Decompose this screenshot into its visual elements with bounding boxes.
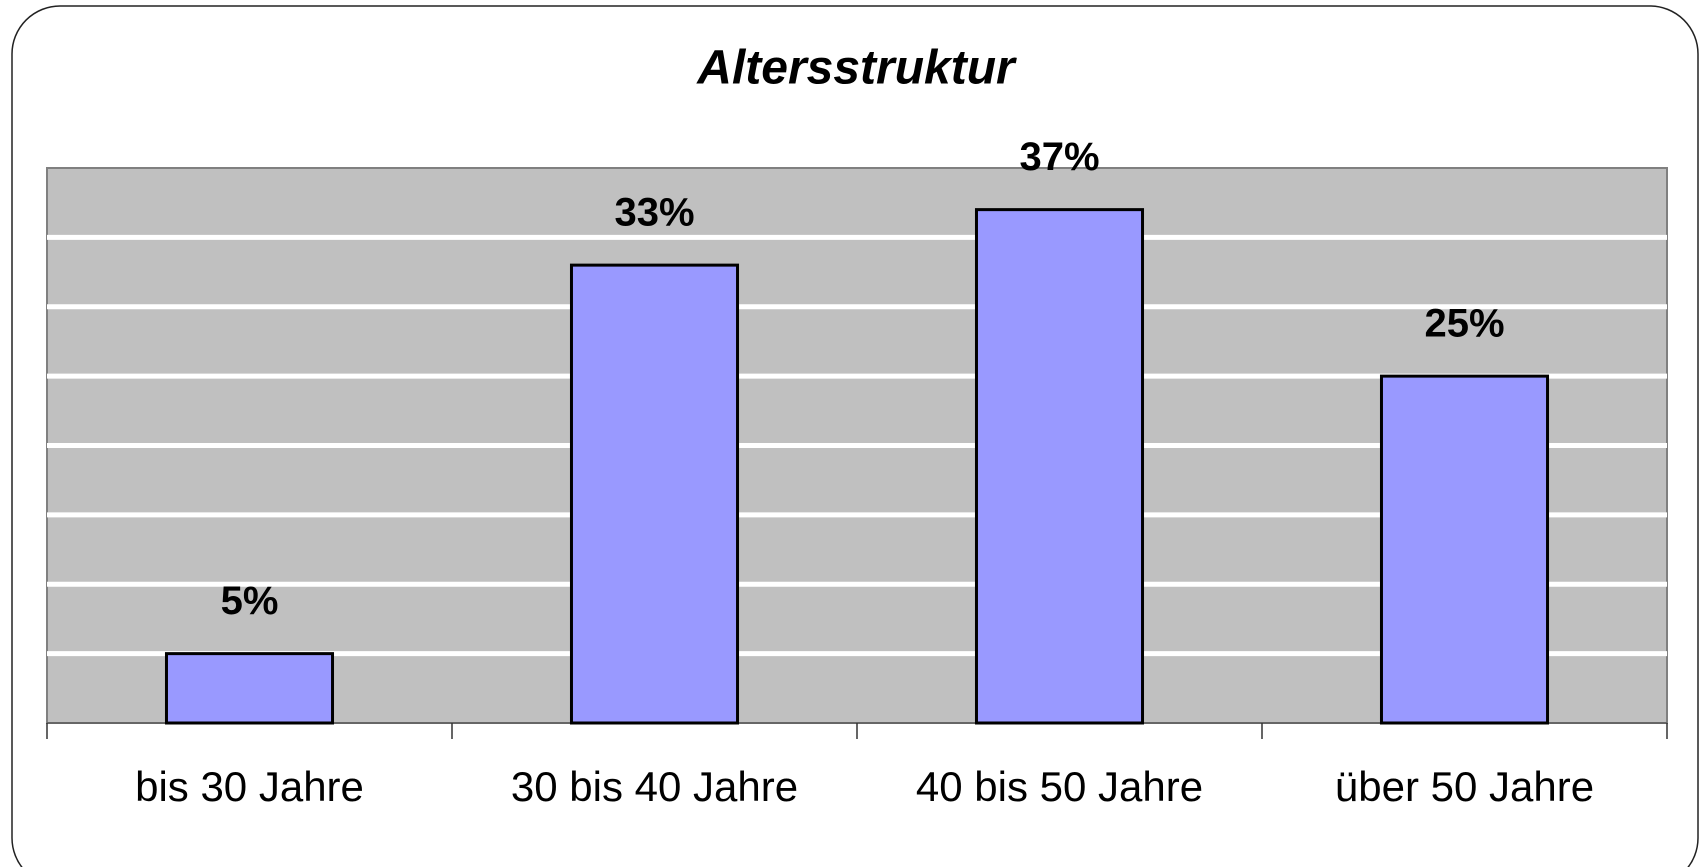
x-tick-label: 40 bis 50 Jahre [916, 763, 1203, 810]
bar [1379, 374, 1550, 725]
x-tick-label: über 50 Jahre [1335, 763, 1594, 810]
x-tick-label: 30 bis 40 Jahre [511, 763, 798, 810]
data-label: 25% [1424, 302, 1504, 346]
data-label: 33% [614, 191, 694, 235]
data-label: 5% [221, 579, 279, 623]
chart-title: Altersstruktur [696, 42, 1017, 95]
bar [974, 208, 1145, 725]
x-tick-label: bis 30 Jahre [135, 763, 364, 810]
data-label: 37% [1019, 135, 1099, 179]
bar [569, 263, 740, 725]
bar [164, 652, 335, 725]
